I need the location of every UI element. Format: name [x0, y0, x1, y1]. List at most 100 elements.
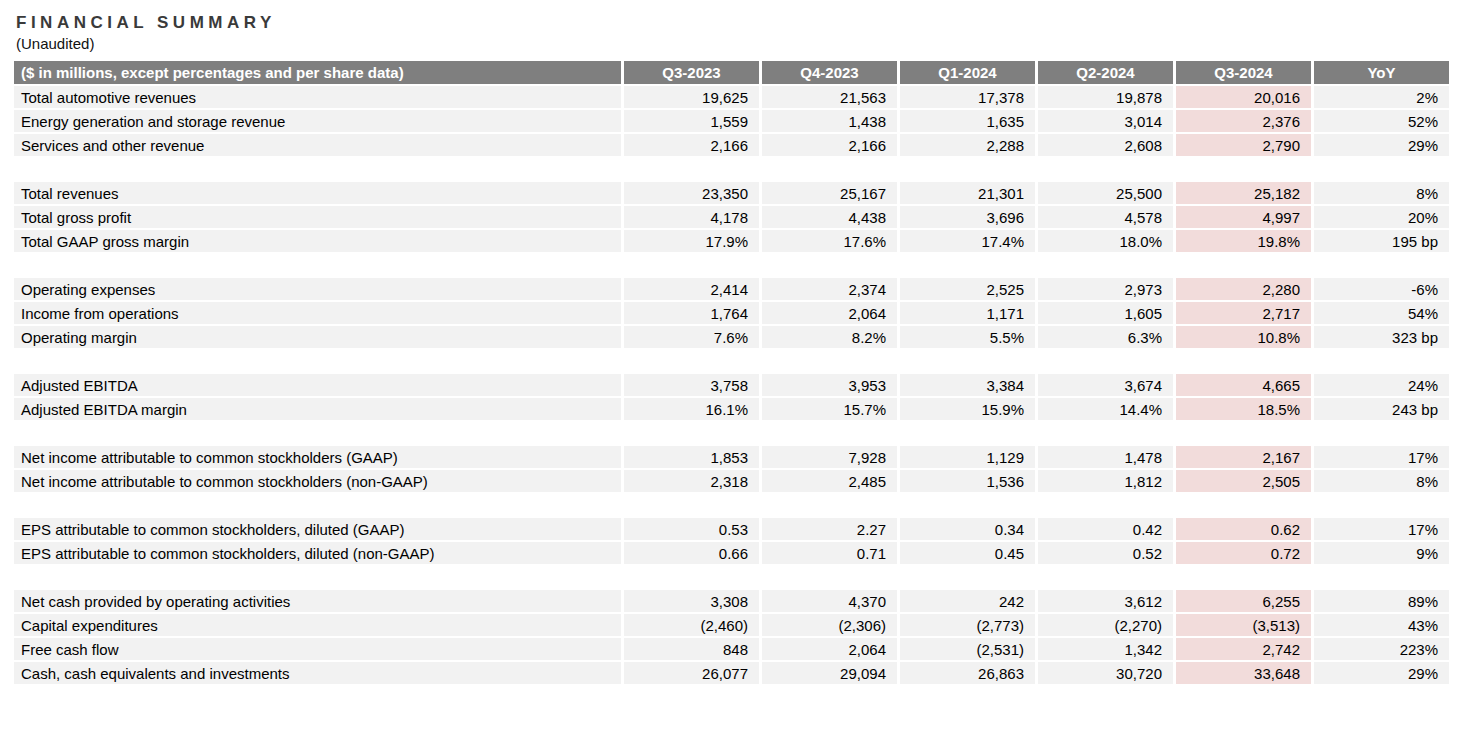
cell-value: 8.2% — [759, 326, 897, 350]
cell-value: 3,014 — [1035, 110, 1173, 134]
cell-value-highlighted: (3,513) — [1173, 614, 1311, 638]
table-row: Income from operations1,7642,0641,1711,6… — [14, 302, 1449, 326]
cell-value: 0.53 — [621, 518, 759, 542]
cell-value: 26,077 — [621, 662, 759, 686]
row-label: Total gross profit — [14, 206, 621, 230]
cell-value: (2,306) — [759, 614, 897, 638]
cell-value: 1,478 — [1035, 446, 1173, 470]
cell-value: 19,625 — [621, 86, 759, 110]
cell-value: 2,414 — [621, 278, 759, 302]
cell-value-highlighted: 20,016 — [1173, 86, 1311, 110]
cell-value: (2,773) — [897, 614, 1035, 638]
section-spacer-row — [14, 350, 1449, 374]
cell-value: 5.5% — [897, 326, 1035, 350]
cell-value: 323 bp — [1311, 326, 1449, 350]
cell-value: 2% — [1311, 86, 1449, 110]
table-row: Energy generation and storage revenue1,5… — [14, 110, 1449, 134]
cell-value: 2,318 — [621, 470, 759, 494]
cell-value: 7.6% — [621, 326, 759, 350]
cell-value: -6% — [1311, 278, 1449, 302]
row-label: EPS attributable to common stockholders,… — [14, 518, 621, 542]
row-label: Operating expenses — [14, 278, 621, 302]
cell-value: 1,559 — [621, 110, 759, 134]
cell-value: 0.52 — [1035, 542, 1173, 566]
cell-value-highlighted: 25,182 — [1173, 182, 1311, 206]
cell-value: 195 bp — [1311, 230, 1449, 254]
cell-value: 1,764 — [621, 302, 759, 326]
cell-value: 1,605 — [1035, 302, 1173, 326]
table-header-units-label: ($ in millions, except percentages and p… — [14, 61, 621, 86]
cell-value: 3,308 — [621, 590, 759, 614]
cell-value: 7,928 — [759, 446, 897, 470]
section-spacer — [14, 494, 1449, 518]
cell-value: 6.3% — [1035, 326, 1173, 350]
section-spacer — [14, 350, 1449, 374]
cell-value: 1,812 — [1035, 470, 1173, 494]
row-label: Adjusted EBITDA margin — [14, 398, 621, 422]
cell-value: 21,563 — [759, 86, 897, 110]
financial-summary-table: ($ in millions, except percentages and p… — [14, 61, 1449, 686]
row-label: EPS attributable to common stockholders,… — [14, 542, 621, 566]
cell-value: 14.4% — [1035, 398, 1173, 422]
row-label: Net income attributable to common stockh… — [14, 470, 621, 494]
column-header-yoy: YoY — [1311, 61, 1449, 86]
cell-value: 24% — [1311, 374, 1449, 398]
cell-value: 2,064 — [759, 638, 897, 662]
column-header-q3-2024: Q3-2024 — [1173, 61, 1311, 86]
cell-value: 23,350 — [621, 182, 759, 206]
cell-value: 17.4% — [897, 230, 1035, 254]
cell-value: 8% — [1311, 470, 1449, 494]
row-label: Cash, cash equivalents and investments — [14, 662, 621, 686]
row-label: Total GAAP gross margin — [14, 230, 621, 254]
table-row: Net cash provided by operating activitie… — [14, 590, 1449, 614]
cell-value: 2,166 — [759, 134, 897, 158]
cell-value: 25,500 — [1035, 182, 1173, 206]
row-label: Energy generation and storage revenue — [14, 110, 621, 134]
column-header-q2-2024: Q2-2024 — [1035, 61, 1173, 86]
cell-value: 15.9% — [897, 398, 1035, 422]
row-label: Adjusted EBITDA — [14, 374, 621, 398]
cell-value: 21,301 — [897, 182, 1035, 206]
cell-value: 3,384 — [897, 374, 1035, 398]
row-label: Income from operations — [14, 302, 621, 326]
row-label: Total automotive revenues — [14, 86, 621, 110]
table-row: Adjusted EBITDA3,7583,9533,3843,6744,665… — [14, 374, 1449, 398]
cell-value: 2,374 — [759, 278, 897, 302]
cell-value-highlighted: 10.8% — [1173, 326, 1311, 350]
cell-value: 0.45 — [897, 542, 1035, 566]
cell-value: 54% — [1311, 302, 1449, 326]
row-label: Services and other revenue — [14, 134, 621, 158]
cell-value-highlighted: 2,376 — [1173, 110, 1311, 134]
row-label: Net cash provided by operating activitie… — [14, 590, 621, 614]
table-row: Total revenues23,35025,16721,30125,50025… — [14, 182, 1449, 206]
cell-value: 4,578 — [1035, 206, 1173, 230]
cell-value-highlighted: 2,280 — [1173, 278, 1311, 302]
cell-value: 2,064 — [759, 302, 897, 326]
cell-value: 17.6% — [759, 230, 897, 254]
cell-value: (2,460) — [621, 614, 759, 638]
section-spacer-row — [14, 494, 1449, 518]
cell-value-highlighted: 2,790 — [1173, 134, 1311, 158]
cell-value-highlighted: 0.72 — [1173, 542, 1311, 566]
page-title: FINANCIAL SUMMARY — [16, 13, 1449, 33]
cell-value: 3,674 — [1035, 374, 1173, 398]
cell-value: 2,166 — [621, 134, 759, 158]
column-header-q1-2024: Q1-2024 — [897, 61, 1035, 86]
cell-value: 30,720 — [1035, 662, 1173, 686]
cell-value: 8% — [1311, 182, 1449, 206]
section-spacer-row — [14, 422, 1449, 446]
table-row: Net income attributable to common stockh… — [14, 470, 1449, 494]
cell-value-highlighted: 18.5% — [1173, 398, 1311, 422]
cell-value: 2,973 — [1035, 278, 1173, 302]
page-subtitle: (Unaudited) — [16, 35, 1449, 53]
cell-value: 17.9% — [621, 230, 759, 254]
cell-value: 43% — [1311, 614, 1449, 638]
cell-value: 89% — [1311, 590, 1449, 614]
cell-value: 243 bp — [1311, 398, 1449, 422]
table-row: Free cash flow8482,064(2,531)1,3422,7422… — [14, 638, 1449, 662]
cell-value: 3,758 — [621, 374, 759, 398]
table-header-row: ($ in millions, except percentages and p… — [14, 61, 1449, 86]
cell-value: 0.42 — [1035, 518, 1173, 542]
cell-value: 2.27 — [759, 518, 897, 542]
cell-value: 16.1% — [621, 398, 759, 422]
